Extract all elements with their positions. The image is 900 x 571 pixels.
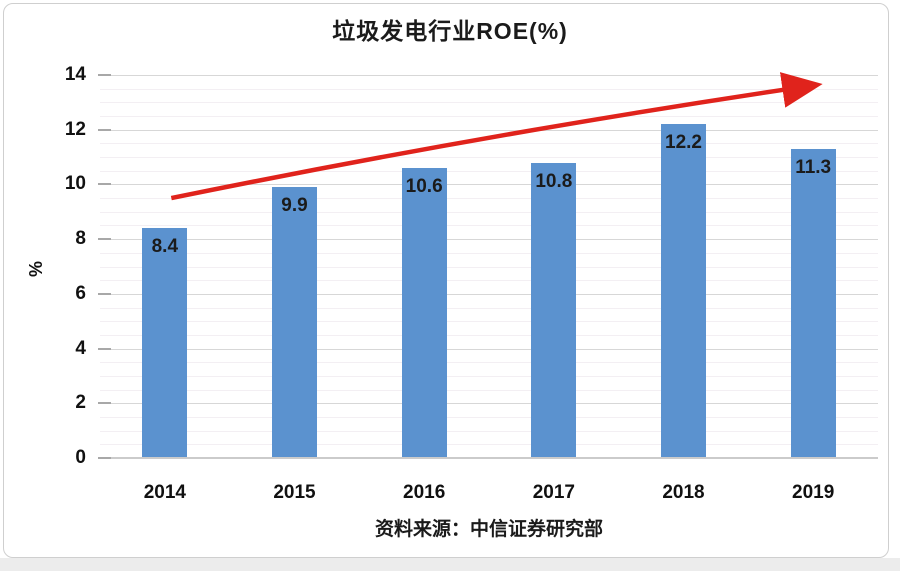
x-tick-label-2017: 2017 — [532, 482, 575, 503]
bar-value-label: 9.9 — [281, 195, 308, 217]
minor-gridline — [100, 157, 878, 159]
bar-value-label: 8.4 — [151, 236, 179, 258]
chart-title: 垃圾发电行业ROE(%) — [332, 18, 568, 44]
major-gridline — [100, 129, 878, 131]
minor-gridline — [100, 225, 878, 227]
x-tick-label-2015: 2015 — [273, 482, 316, 503]
x-axis-line — [100, 457, 878, 459]
minor-gridline — [100, 198, 878, 200]
y-tick-mark — [98, 238, 111, 241]
y-tick-mark — [98, 183, 111, 186]
minor-gridline — [100, 116, 878, 118]
minor-gridline — [100, 102, 878, 104]
plot-area: 8.4 9.9 10.6 10.8 12.2 11.3 — [100, 72, 878, 459]
bar-value-label: 10.8 — [535, 170, 573, 192]
minor-gridline — [100, 416, 878, 418]
bar-2017: 10.8 — [531, 162, 577, 458]
y-tick-mark — [98, 74, 111, 76]
bar-2015: 9.9 — [272, 187, 317, 458]
minor-gridline — [100, 389, 878, 391]
minor-gridline — [100, 321, 878, 323]
minor-gridline — [100, 307, 878, 309]
y-tick-label: 6 — [75, 282, 86, 304]
minor-gridline — [100, 375, 878, 377]
y-tick-label: 2 — [75, 392, 86, 414]
minor-gridline — [100, 444, 878, 446]
minor-gridline — [100, 143, 878, 145]
y-tick-label: 4 — [75, 337, 86, 359]
y-tick-mark — [98, 402, 111, 405]
y-tick-label: 10 — [64, 173, 86, 195]
x-tick-label-2014: 2014 — [143, 482, 186, 503]
y-tick-label: 14 — [64, 64, 86, 85]
source-note: 资料来源：中信证券研究部 — [374, 519, 603, 540]
x-tick-label-2019: 2019 — [792, 482, 835, 503]
y-tick-mark — [98, 457, 111, 459]
bar-value-label: 12.2 — [665, 132, 702, 154]
minor-gridline — [100, 430, 878, 432]
minor-gridline — [100, 170, 878, 172]
bar-value-label: 11.3 — [795, 156, 832, 178]
y-tick-label: 8 — [75, 228, 86, 250]
major-gridline — [100, 184, 878, 186]
minor-gridline — [100, 362, 878, 364]
x-tick-label-2018: 2018 — [662, 482, 705, 503]
minor-gridline — [100, 252, 878, 254]
y-tick-mark — [98, 347, 111, 350]
y-tick-label: 12 — [64, 118, 86, 140]
bar-2018: 12.2 — [661, 124, 706, 458]
page-bottom-band — [0, 558, 900, 571]
y-tick-label: 0 — [75, 447, 86, 468]
minor-gridline — [100, 211, 878, 213]
major-gridline — [100, 239, 878, 241]
major-gridline — [100, 348, 878, 350]
x-tick-label-2016: 2016 — [403, 482, 446, 503]
y-tick-mark — [98, 128, 111, 131]
bar-2019: 11.3 — [790, 148, 836, 458]
minor-gridline — [100, 280, 878, 282]
y-tick-mark — [98, 292, 111, 295]
minor-gridline — [100, 334, 878, 336]
major-gridline — [100, 75, 878, 76]
major-gridline — [100, 403, 878, 405]
minor-gridline — [100, 88, 878, 90]
minor-gridline — [100, 266, 878, 268]
bar-2014: 8.4 — [142, 228, 188, 458]
bar-2016: 10.6 — [401, 168, 447, 458]
bar-value-label: 10.6 — [405, 176, 443, 198]
major-gridline — [100, 293, 878, 295]
